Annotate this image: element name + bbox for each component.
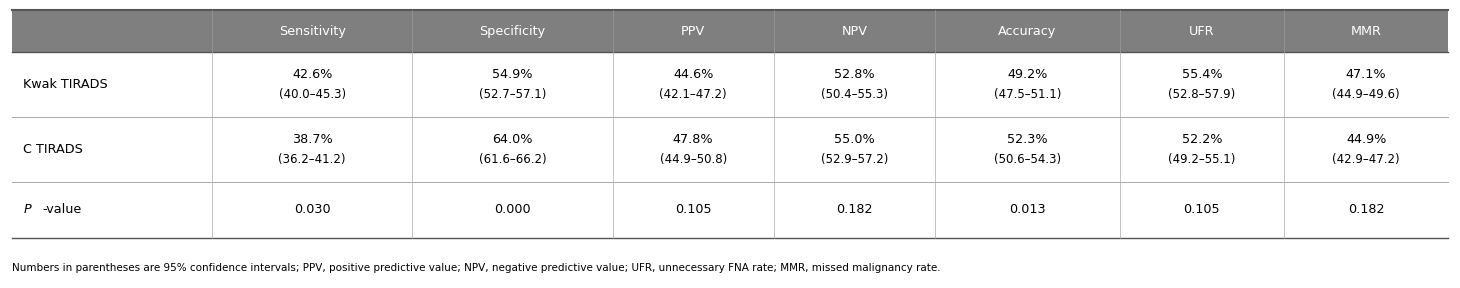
Text: (44.9–49.6): (44.9–49.6) [1333,88,1400,101]
Text: Sensitivity: Sensitivity [279,25,346,38]
Text: (50.4–55.3): (50.4–55.3) [821,88,888,101]
Text: (52.9–57.2): (52.9–57.2) [821,153,888,166]
Bar [12,10,1448,52]
Text: 52.8%: 52.8% [834,68,875,81]
Text: 0.000: 0.000 [493,203,531,216]
Text: Kwak TIRADS: Kwak TIRADS [23,78,108,91]
Text: 47.8%: 47.8% [673,133,714,146]
Bar [12,117,1448,182]
Text: (52.8–57.9): (52.8–57.9) [1168,88,1235,101]
Text: 52.3%: 52.3% [1007,133,1048,146]
Text: 55.0%: 55.0% [834,133,875,146]
Text: 0.030: 0.030 [293,203,330,216]
Text: (49.2–55.1): (49.2–55.1) [1168,153,1235,166]
Text: 47.1%: 47.1% [1346,68,1387,81]
Text: 0.182: 0.182 [837,203,873,216]
Text: (42.9–47.2): (42.9–47.2) [1333,153,1400,166]
Text: NPV: NPV [841,25,867,38]
Text: (44.9–50.8): (44.9–50.8) [660,153,727,166]
Text: Accuracy: Accuracy [999,25,1057,38]
Text: (61.6–66.2): (61.6–66.2) [479,153,546,166]
Bar [12,182,1448,238]
Text: 44.9%: 44.9% [1346,133,1387,146]
Text: 64.0%: 64.0% [492,133,533,146]
Text: 52.2%: 52.2% [1181,133,1222,146]
Text: C TIRADS: C TIRADS [23,143,83,156]
Text: 0.182: 0.182 [1348,203,1384,216]
Text: 38.7%: 38.7% [292,133,333,146]
Text: 55.4%: 55.4% [1181,68,1222,81]
Text: UFR: UFR [1188,25,1215,38]
Text: 0.105: 0.105 [1184,203,1221,216]
Text: P: P [23,203,31,216]
Text: (52.7–57.1): (52.7–57.1) [479,88,546,101]
Text: 0.105: 0.105 [675,203,711,216]
Text: Numbers in parentheses are 95% confidence intervals; PPV, positive predictive va: Numbers in parentheses are 95% confidenc… [12,263,940,273]
Text: 49.2%: 49.2% [1007,68,1047,81]
Text: (42.1–47.2): (42.1–47.2) [660,88,727,101]
Text: -value: -value [42,203,82,216]
Text: 44.6%: 44.6% [673,68,714,81]
Text: 42.6%: 42.6% [292,68,333,81]
Bar [12,52,1448,117]
Text: (36.2–41.2): (36.2–41.2) [279,153,346,166]
Text: PPV: PPV [682,25,705,38]
Text: (50.6–54.3): (50.6–54.3) [994,153,1061,166]
Text: MMR: MMR [1350,25,1381,38]
Text: (40.0–45.3): (40.0–45.3) [279,88,346,101]
Text: 0.013: 0.013 [1009,203,1045,216]
Text: (47.5–51.1): (47.5–51.1) [994,88,1061,101]
Text: Specificity: Specificity [479,25,546,38]
Text: 54.9%: 54.9% [492,68,533,81]
